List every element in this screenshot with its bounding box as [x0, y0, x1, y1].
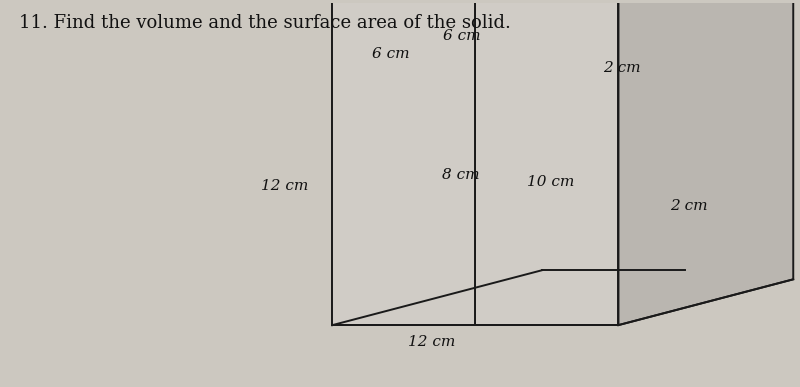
Polygon shape	[542, 0, 686, 270]
Text: 6 cm: 6 cm	[443, 29, 481, 43]
Text: 6 cm: 6 cm	[372, 47, 410, 61]
Polygon shape	[618, 0, 794, 325]
Text: 2 cm: 2 cm	[670, 199, 708, 213]
Text: 12 cm: 12 cm	[262, 179, 309, 193]
Text: 10 cm: 10 cm	[527, 175, 574, 189]
Text: 2 cm: 2 cm	[602, 61, 640, 75]
Text: 12 cm: 12 cm	[408, 335, 455, 349]
Text: 8 cm: 8 cm	[442, 168, 480, 182]
Polygon shape	[650, 0, 794, 279]
Text: 11. Find the volume and the surface area of the solid.: 11. Find the volume and the surface area…	[18, 14, 510, 32]
Polygon shape	[333, 0, 542, 325]
Polygon shape	[333, 0, 475, 325]
Polygon shape	[475, 0, 618, 325]
